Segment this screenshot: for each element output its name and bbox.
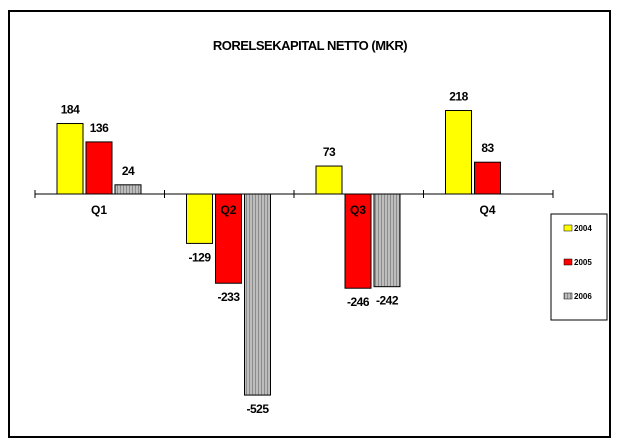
data-label: -129 <box>188 250 211 264</box>
bar-q2-series-1 <box>215 193 242 284</box>
bars-layer <box>56 110 501 396</box>
legend-label-2: 2006 <box>574 292 592 301</box>
chart-frame <box>8 10 611 438</box>
category-label-q4: Q4 <box>479 203 495 217</box>
chart-title: RORELSEKAPITAL NETTO (MKR) <box>213 38 407 53</box>
legend-label-0: 2004 <box>574 224 592 233</box>
bar-q2-series-0 <box>186 193 213 244</box>
x-axis <box>34 190 554 198</box>
data-label: 24 <box>122 164 135 178</box>
bar-q1-series-2 <box>114 184 142 195</box>
bar-q1-series-0 <box>56 123 84 195</box>
legend-swatch-2 <box>563 292 573 300</box>
category-label-q1: Q1 <box>91 203 107 217</box>
data-label: 83 <box>481 141 494 155</box>
legend-label-1: 2005 <box>574 258 592 267</box>
data-label: -242 <box>376 294 399 308</box>
data-label: 73 <box>323 145 336 159</box>
bar-q4-series-1 <box>474 161 501 195</box>
legend-box <box>550 213 608 321</box>
legend: 2004 2005 2006 <box>550 213 608 321</box>
data-label: 218 <box>449 90 468 104</box>
data-label: -246 <box>347 295 370 309</box>
category-label-q3: Q3 <box>350 203 366 217</box>
data-label: -525 <box>246 402 269 416</box>
bar-q3-series-2 <box>373 193 401 288</box>
data-labels-layer: 184 136 24 Q1 -129 -233 -525 Q2 73 -246 -242 Q3 218 8… <box>61 90 496 417</box>
bar-q3-series-0 <box>315 165 343 195</box>
data-label: 136 <box>90 121 109 135</box>
bar-q4-series-0 <box>445 110 472 195</box>
bar-q2-series-2 <box>244 193 271 396</box>
data-label: 184 <box>61 103 80 117</box>
category-label-q2: Q2 <box>220 203 236 217</box>
legend-swatch-1 <box>563 258 573 266</box>
bar-q1-series-1 <box>85 141 113 195</box>
legend-swatch-0 <box>563 224 573 232</box>
data-label: -233 <box>217 290 240 304</box>
